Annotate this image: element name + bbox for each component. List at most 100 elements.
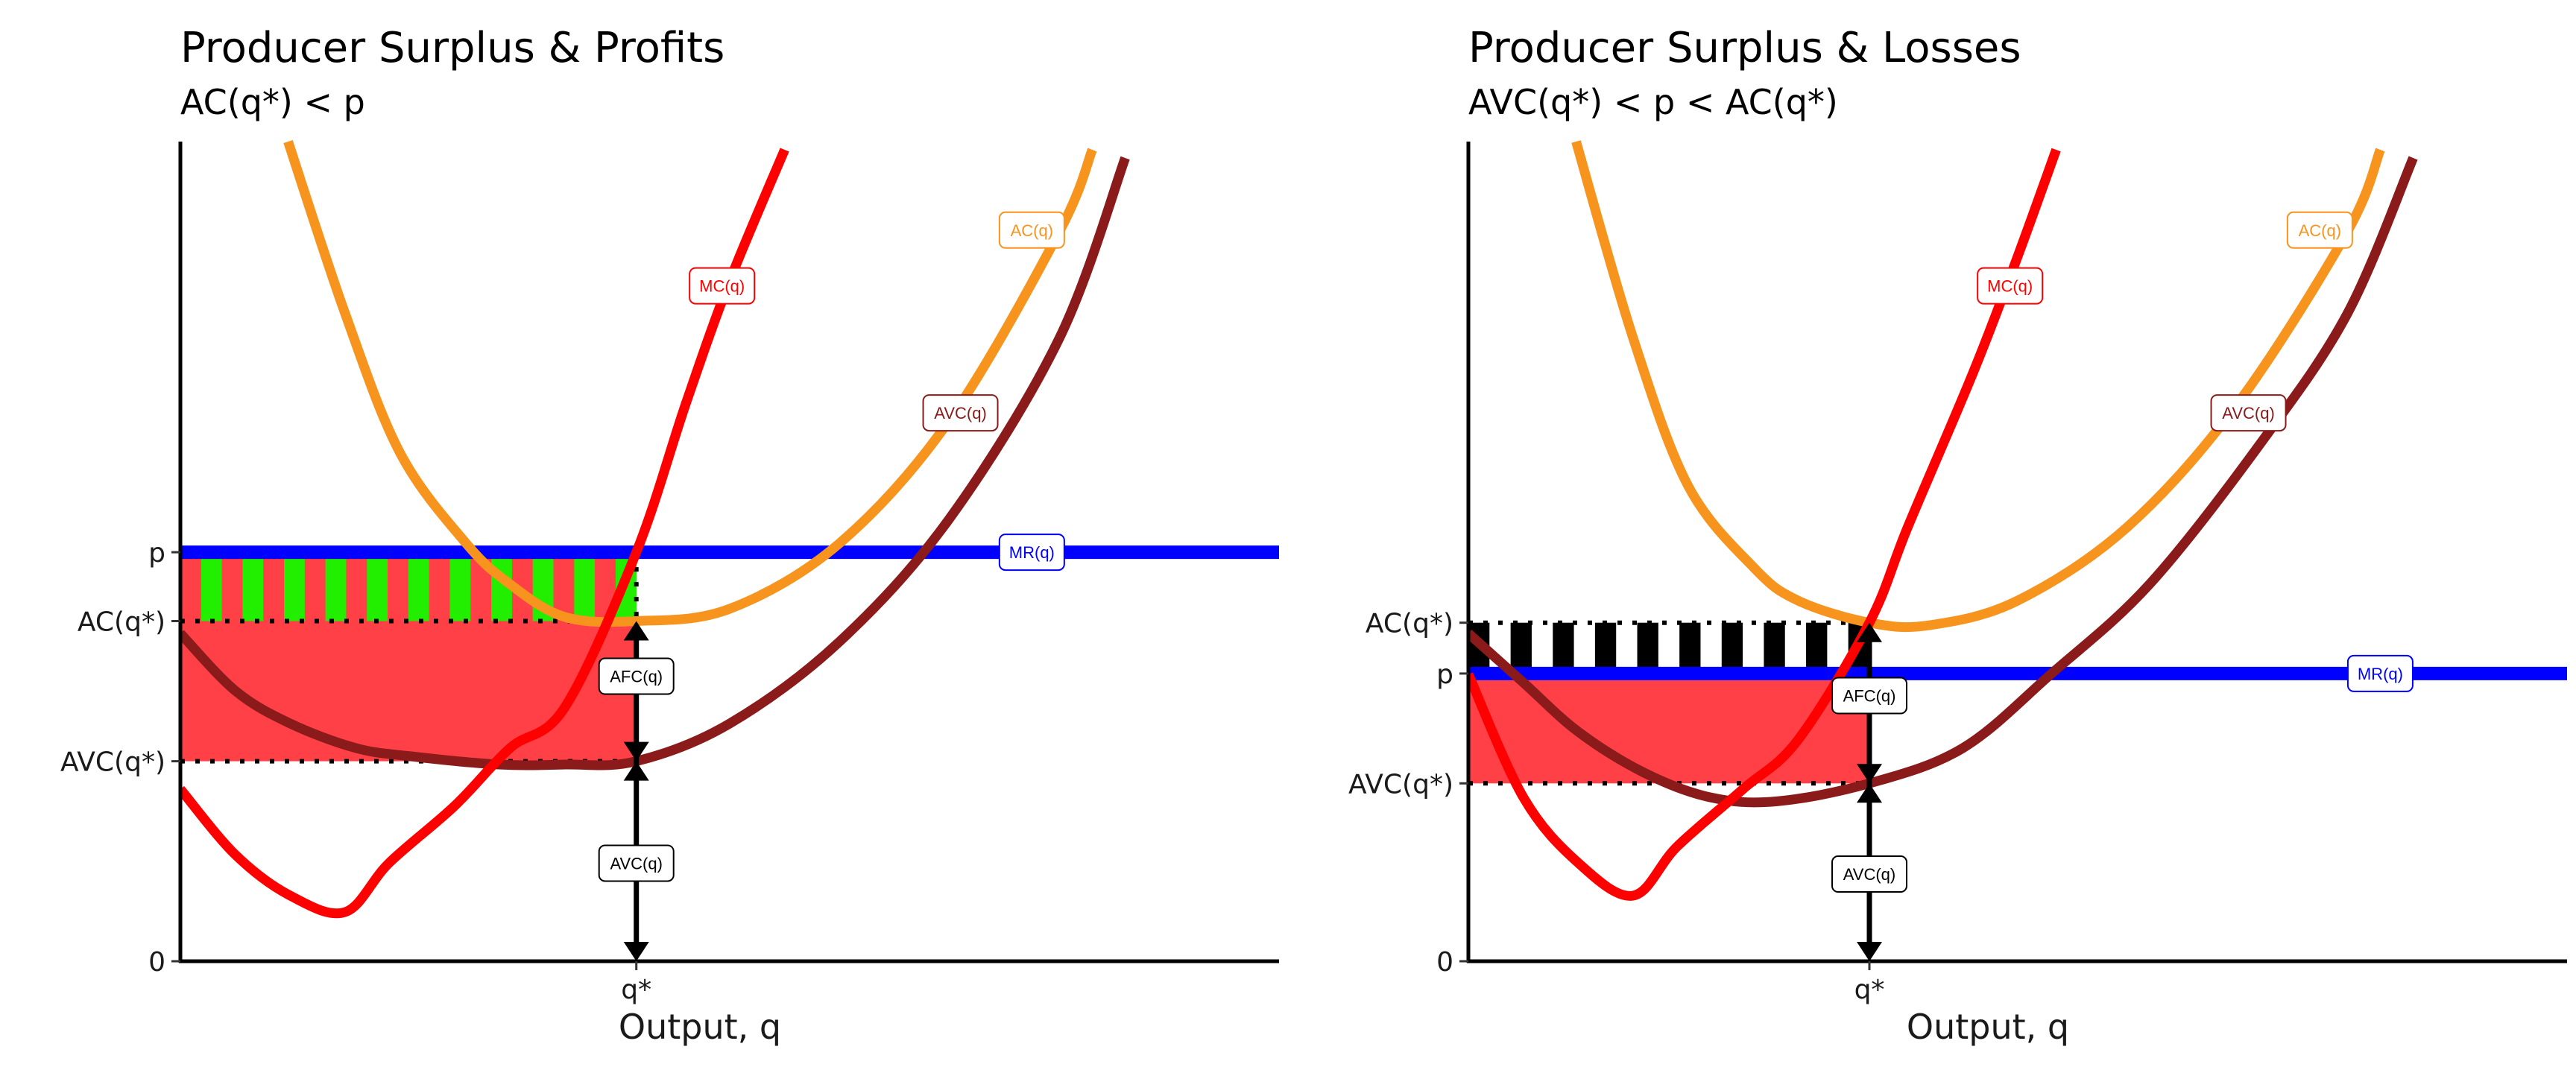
- label-box: [2286, 211, 2353, 249]
- mc-curve-label: MC(q): [689, 267, 756, 305]
- loss-stripe: [1784, 622, 1807, 674]
- label-text: AVC(q): [2222, 404, 2275, 422]
- label-box: [2210, 394, 2287, 432]
- afc-annotation: AFC(q): [598, 657, 675, 695]
- label-text: MR(q): [2358, 665, 2403, 683]
- loss-stripe: [1553, 622, 1575, 674]
- ac-curve: [283, 139, 1097, 627]
- loss-chart-svg: AFC(q) AVC(q) MC(q) AC(q) AVC(q) MR(q) 0 AVC(q*…: [1348, 140, 2567, 1047]
- arrow-head: [623, 741, 649, 762]
- arrow-head: [623, 761, 649, 781]
- mc-curve-label: MC(q): [1977, 267, 2044, 305]
- arrow-head: [1857, 622, 1883, 642]
- label-box: [1977, 267, 2044, 305]
- loss-stripe: [1721, 622, 1743, 674]
- loss-stripe: [1573, 622, 1596, 674]
- x-tick-label: q*: [1854, 975, 1885, 1005]
- profit-stripe: [346, 552, 367, 621]
- y-tick-label: p: [1436, 659, 1453, 690]
- label-text: AVC(q): [934, 404, 987, 422]
- label-text: AC(q): [1011, 221, 1053, 240]
- profit-stripe: [408, 552, 430, 621]
- y-tick-label: 0: [1436, 947, 1453, 978]
- label-box: [998, 211, 1065, 249]
- profit-stripe: [449, 552, 471, 621]
- chart-subtitle: AVC(q*) < p < AC(q*): [1468, 82, 1838, 122]
- afc-annotation: AFC(q): [1831, 677, 1908, 715]
- avc-curve-label: AVC(q): [2210, 394, 2287, 432]
- chart-title: Producer Surplus & Losses: [1468, 24, 2021, 72]
- y-tick-label: AC(q*): [1366, 609, 1453, 639]
- profit-stripe: [201, 552, 223, 621]
- profit-stripe: [388, 552, 409, 621]
- loss-stripe: [1806, 622, 1828, 674]
- label-box: [1831, 677, 1908, 715]
- y-tick-label: p: [148, 538, 165, 569]
- arrow-head: [623, 621, 649, 641]
- arrow-head: [1857, 942, 1883, 961]
- profit-chart-panel: Producer Surplus & Profits AC(q*) < p AF…: [60, 24, 1279, 1047]
- label-text: AVC(q): [1843, 865, 1896, 884]
- label-text: AC(q): [2299, 221, 2341, 240]
- label-text: AFC(q): [1843, 687, 1896, 706]
- y-tick-label: AC(q*): [78, 607, 165, 638]
- chart-title: Producer Surplus & Profits: [180, 24, 725, 72]
- label-box: [598, 657, 675, 695]
- profit-stripe: [221, 552, 243, 621]
- x-tick-label: q*: [621, 975, 651, 1005]
- mr-curve-label: MR(q): [998, 534, 1065, 572]
- label-box: [598, 844, 675, 882]
- y-tick-label: AVC(q*): [1348, 769, 1453, 800]
- profit-chart-svg: AFC(q) AVC(q) MC(q) AC(q) AVC(q) MR(q) 0 AVC(q*…: [60, 139, 1279, 1047]
- arrow-head: [623, 942, 649, 961]
- avc-annotation: AVC(q): [1831, 855, 1908, 893]
- y-tick-label: 0: [148, 947, 165, 978]
- loss-stripe: [1658, 622, 1680, 674]
- x-axis-title: Output, q: [619, 1007, 781, 1047]
- loss-stripe: [1637, 622, 1659, 674]
- ac-curve: [1571, 140, 2385, 633]
- profit-stripe: [574, 552, 596, 621]
- label-text: AFC(q): [610, 668, 663, 686]
- arrow-head: [1857, 764, 1883, 784]
- ac-curve-label: AC(q): [2286, 211, 2353, 249]
- profit-stripe: [304, 552, 326, 621]
- label-box: [922, 394, 999, 432]
- x-axis-title: Output, q: [1907, 1007, 2069, 1047]
- loss-stripe: [1531, 622, 1553, 674]
- profit-stripe: [325, 552, 347, 621]
- profit-stripe: [367, 552, 388, 621]
- fixed-cost-area: [180, 621, 637, 762]
- mc-curve: [180, 148, 789, 919]
- label-box: [1831, 855, 1908, 893]
- label-text: MC(q): [699, 277, 745, 296]
- profit-stripe: [263, 552, 285, 621]
- y-tick-label: AVC(q*): [60, 747, 165, 778]
- loss-stripe: [1764, 622, 1786, 674]
- avc-annotation: AVC(q): [598, 844, 675, 882]
- label-box: [689, 267, 756, 305]
- ac-curve-label: AC(q): [998, 211, 1065, 249]
- loss-stripe: [1743, 622, 1764, 674]
- chart-subtitle: AC(q*) < p: [180, 82, 365, 122]
- label-text: AVC(q): [610, 854, 663, 873]
- avc-curve: [1468, 156, 2418, 808]
- label-text: MR(q): [1009, 543, 1055, 562]
- profit-stripe: [429, 552, 450, 621]
- loss-stripe: [1700, 622, 1723, 674]
- profit-stripe: [242, 552, 264, 621]
- loss-stripe: [1616, 622, 1638, 674]
- label-text: MC(q): [1987, 277, 2033, 296]
- profit-stripe: [180, 552, 202, 621]
- curves: [180, 139, 1279, 919]
- mr-curve-label: MR(q): [2346, 654, 2414, 692]
- loss-stripe: [1510, 622, 1532, 674]
- label-box: [2346, 654, 2414, 692]
- loss-chart-panel: Producer Surplus & Losses AVC(q*) < p < …: [1288, 0, 2576, 1073]
- arrow-head: [1857, 783, 1883, 803]
- loss-stripe: [1594, 622, 1617, 674]
- avc-curve-label: AVC(q): [922, 394, 999, 432]
- label-box: [998, 534, 1065, 572]
- mc-curve: [1468, 148, 2061, 901]
- profit-stripe: [284, 552, 306, 621]
